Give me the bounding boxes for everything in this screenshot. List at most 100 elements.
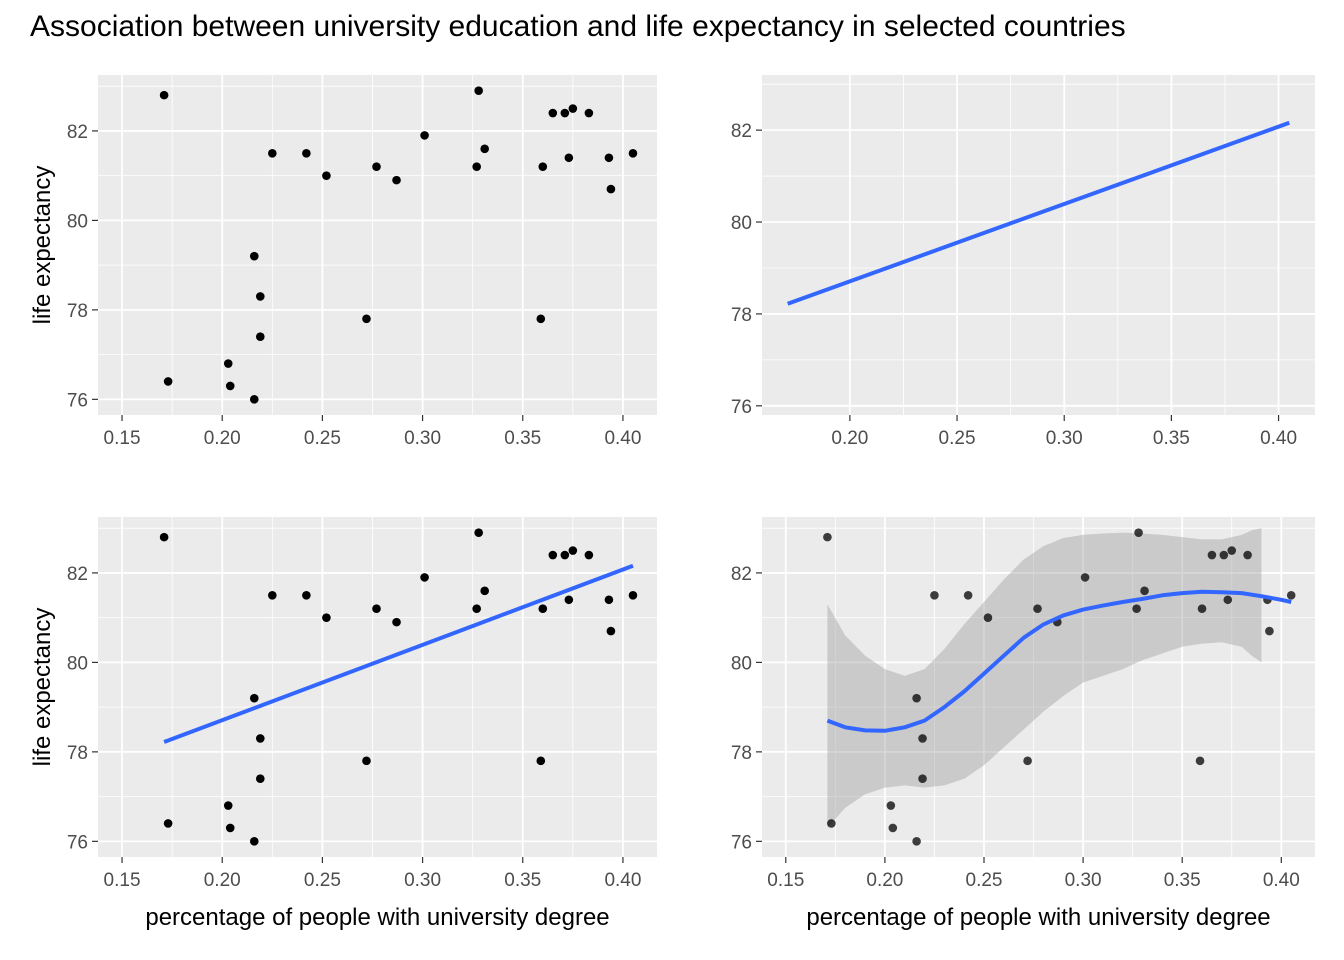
data-point (568, 104, 578, 113)
data-point (536, 314, 546, 324)
data-point (420, 573, 429, 582)
x-tick-label: 0.25 (304, 870, 341, 891)
data-point (1140, 586, 1149, 596)
confidence-band (827, 528, 1262, 828)
data-point (1023, 756, 1032, 766)
data-point (249, 395, 259, 404)
y-axis-title: life expectancy (29, 166, 56, 325)
data-point (268, 590, 277, 600)
panel-bottom-left: 0.15 0.20 0.25 0.30 0.35 0.40 76 78 80 82 life exp… (29, 517, 657, 931)
data-point (255, 292, 265, 301)
y-tick-label: 82 (731, 121, 752, 142)
data-point (823, 532, 832, 542)
data-point (480, 586, 489, 596)
data-point (604, 153, 614, 163)
data-point (255, 774, 265, 784)
data-point (392, 175, 401, 185)
x-tick-label: 0.15 (104, 428, 141, 449)
data-point (223, 359, 233, 368)
data-point (223, 801, 233, 810)
data-point (1243, 550, 1252, 560)
data-point (548, 550, 558, 560)
data-point (584, 550, 594, 560)
x-tick-label: 0.35 (1153, 428, 1190, 449)
x-tick-label: 0.20 (204, 870, 241, 891)
y-tick-label: 78 (67, 743, 88, 764)
panel-top-left: 0.15 0.20 0.25 0.30 0.35 0.40 76 78 80 82 life exp… (29, 75, 657, 449)
data-point (584, 108, 594, 118)
y-tick-label: 80 (67, 653, 88, 674)
data-point (480, 144, 489, 154)
y-tick-label: 78 (731, 305, 752, 326)
data-point (564, 153, 574, 163)
data-point (912, 693, 921, 703)
panel-top-right: 0.20 0.25 0.30 0.35 0.40 76 78 80 82 (731, 75, 1315, 449)
x-axis-title: percentage of people with university deg… (806, 904, 1270, 931)
data-point (362, 756, 371, 766)
data-point (302, 590, 311, 600)
data-point (302, 148, 311, 158)
data-point (930, 590, 939, 600)
data-point (628, 590, 638, 600)
data-point (918, 734, 927, 743)
data-point (474, 86, 483, 95)
x-tick-label: 0.15 (104, 870, 141, 891)
data-point (1219, 550, 1229, 560)
data-point (606, 184, 616, 194)
data-point (225, 823, 235, 833)
x-tick-label: 0.35 (504, 428, 541, 449)
data-point (918, 774, 927, 784)
data-point (604, 595, 614, 605)
data-point (163, 819, 173, 828)
x-tick-label: 0.20 (831, 428, 868, 449)
data-point (268, 148, 277, 158)
data-point (249, 693, 259, 703)
data-point (1134, 528, 1143, 537)
y-tick-label: 80 (67, 211, 88, 232)
panel-bottom-right: 0.15 0.20 0.25 0.30 0.35 0.40 76 78 80 82 percenta… (731, 517, 1315, 931)
x-tick-label: 0.30 (1046, 428, 1083, 449)
x-tick-label: 0.30 (404, 428, 441, 449)
data-point (1033, 604, 1042, 614)
chart-title: Association between university education… (30, 10, 1126, 43)
regression-line (787, 120, 1290, 306)
data-point (249, 251, 259, 261)
data-point (606, 626, 616, 636)
data-point (536, 756, 546, 766)
x-tick-label: 0.35 (1164, 870, 1201, 891)
data-point (1080, 573, 1090, 582)
data-point (322, 171, 331, 180)
x-tick-label: 0.25 (304, 428, 341, 449)
data-point (564, 595, 574, 605)
regression-line (163, 563, 634, 744)
x-tick-label: 0.40 (604, 870, 641, 891)
data-point (1265, 626, 1274, 636)
data-point (548, 108, 558, 118)
x-tick-label: 0.40 (604, 428, 641, 449)
data-point (255, 332, 265, 342)
data-point (1223, 595, 1233, 605)
x-tick-label: 0.25 (966, 870, 1003, 891)
x-tick-label: 0.15 (767, 870, 804, 891)
x-tick-label: 0.40 (1263, 870, 1300, 891)
data-point (963, 590, 973, 600)
data-point (225, 381, 235, 391)
data-point (472, 604, 481, 614)
data-point (322, 613, 331, 622)
data-point (372, 604, 381, 614)
data-point (1132, 604, 1141, 614)
data-point (827, 819, 836, 828)
data-point (538, 604, 548, 614)
data-point (159, 90, 169, 100)
data-point (474, 528, 483, 537)
y-tick-label: 80 (731, 213, 752, 234)
data-point (912, 837, 921, 846)
data-point (886, 801, 896, 810)
data-point (1286, 590, 1296, 600)
data-point (1195, 756, 1205, 766)
data-point (420, 131, 429, 140)
y-tick-label: 80 (731, 653, 752, 674)
data-point (163, 377, 173, 386)
